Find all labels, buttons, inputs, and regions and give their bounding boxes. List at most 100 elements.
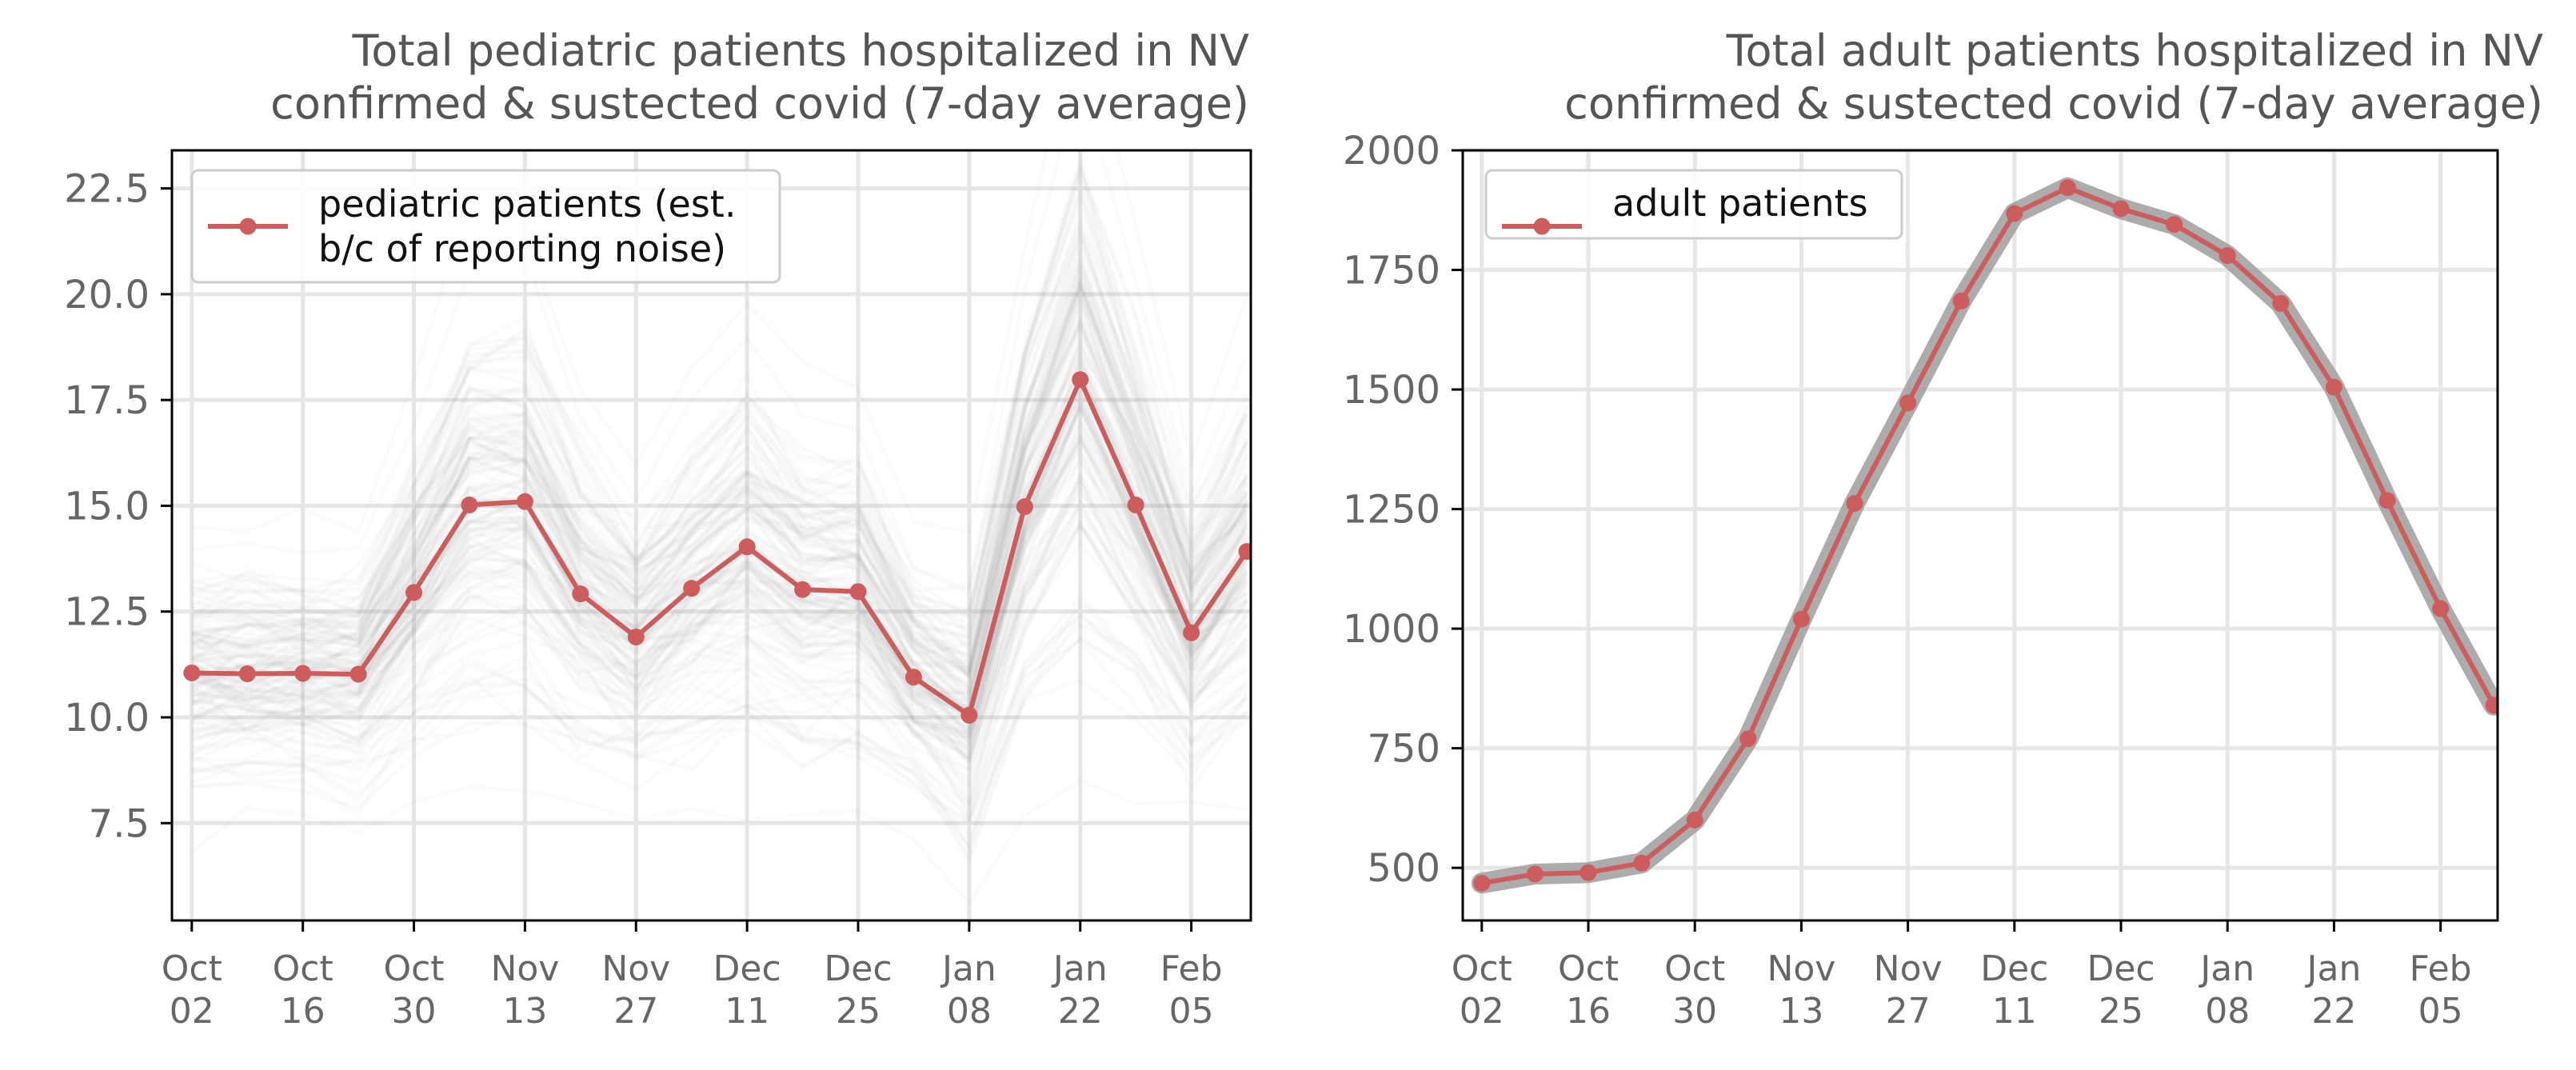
series-line — [1481, 185, 2496, 886]
x-tick-label-month: Jan — [2305, 948, 2362, 989]
y-tick-label: 1000 — [1343, 607, 1440, 652]
legend-box — [190, 169, 781, 284]
data-point — [2112, 200, 2130, 218]
x-tick-label-day: 25 — [2099, 991, 2143, 1032]
data-point — [1238, 543, 1251, 561]
y-tick-label: 12.5 — [64, 590, 150, 635]
x-tick-label-day: 30 — [392, 991, 437, 1032]
x-tick-label-month: Jan — [940, 948, 996, 989]
x-tick-label-month: Oct — [1558, 948, 1619, 989]
x-tick-label-day: 13 — [502, 991, 547, 1032]
plot-area — [183, 2, 1251, 903]
y-tick-label: 17.5 — [64, 378, 150, 423]
data-point — [1127, 496, 1144, 513]
x-tick-label-day: 08 — [2205, 991, 2250, 1032]
x-tick-label-day: 02 — [170, 991, 214, 1032]
x-tick-label-month: Jan — [1051, 948, 1108, 989]
x-tick-label-month: Dec — [1980, 948, 2048, 989]
x-tick-label-day: 22 — [2311, 991, 2356, 1032]
x-tick-label-month: Dec — [824, 948, 892, 989]
y-tick-label: 20.0 — [64, 273, 150, 317]
x-tick-label-day: 30 — [1672, 991, 1717, 1032]
x-tick-label-day: 02 — [1460, 991, 1504, 1032]
data-point — [905, 669, 922, 686]
x-tick-label-month: Oct — [1664, 948, 1725, 989]
data-point — [2166, 216, 2183, 234]
y-tick-label: 1500 — [1343, 368, 1440, 413]
chart-title-line: Total adult patients hospitalized in NV — [1726, 26, 2543, 76]
legend: adult patients — [1484, 169, 1903, 240]
x-tick-label-day: 25 — [836, 991, 881, 1032]
data-point — [627, 628, 645, 645]
legend-marker — [1533, 218, 1551, 235]
x-tick-label-month: Oct — [273, 948, 333, 989]
data-point — [1792, 610, 1810, 628]
x-tick-label-day: 05 — [1169, 991, 1214, 1032]
data-point — [2378, 492, 2396, 509]
y-tick-label: 1250 — [1343, 488, 1440, 533]
data-point — [1846, 494, 1863, 512]
x-tick-label-month: Dec — [2087, 948, 2155, 989]
uncertainty-samples — [1471, 177, 2498, 894]
x-tick-label-month: Dec — [713, 948, 781, 989]
y-tick-label: 10.0 — [64, 696, 150, 741]
data-point — [2059, 179, 2076, 197]
data-point — [2219, 247, 2236, 265]
x-tick-label-month: Oct — [162, 948, 222, 989]
data-point — [961, 706, 978, 724]
data-point — [2432, 600, 2450, 617]
pediatric-chart: Total pediatric patients hospitalized in… — [64, 2, 1252, 1032]
data-point — [2006, 205, 2023, 222]
chart-title-line: confirmed & sustected covid (7-day avera… — [270, 78, 1249, 129]
plot-area — [1471, 177, 2498, 894]
y-tick-label: 1750 — [1343, 249, 1440, 293]
chart-title-line: Total pediatric patients hospitalized in… — [351, 26, 1249, 76]
data-point — [1016, 498, 1033, 516]
data-point — [349, 665, 367, 683]
data-point — [738, 538, 756, 556]
x-tick-label-day: 08 — [947, 991, 992, 1032]
data-point — [2272, 294, 2290, 312]
uncertainty-samples — [192, 2, 1247, 903]
data-point — [2325, 378, 2342, 396]
x-tick-label-day: 16 — [1566, 991, 1611, 1032]
y-tick-label: 2000 — [1343, 129, 1440, 174]
data-point — [849, 583, 867, 601]
x-tick-label-month: Nov — [490, 948, 559, 989]
y-tick-label: 22.5 — [64, 167, 150, 212]
series-line — [191, 377, 1249, 718]
data-point — [516, 493, 533, 510]
y-tick-label: 750 — [1367, 727, 1440, 772]
data-point — [1952, 292, 1970, 309]
data-point — [794, 581, 812, 598]
x-tick-label-month: Oct — [1452, 948, 1512, 989]
data-point — [183, 664, 201, 681]
legend-label: pediatric patients (est. — [318, 182, 736, 226]
x-tick-label-day: 16 — [281, 991, 325, 1032]
x-tick-label-month: Nov — [1874, 948, 1943, 989]
axes-frame — [170, 149, 1252, 922]
x-tick-label-month: Nov — [1767, 948, 1835, 989]
x-tick-label-day: 27 — [1886, 991, 1931, 1032]
x-tick-label-day: 13 — [1779, 991, 1823, 1032]
x-tick-label-day: 27 — [613, 991, 658, 1032]
sample-trajectory — [192, 781, 1247, 904]
legend-label: adult patients — [1612, 182, 1868, 225]
x-tick-label-day: 05 — [2418, 991, 2463, 1032]
x-tick-label-month: Oct — [383, 948, 444, 989]
data-point — [1580, 864, 1597, 881]
chart-title-line: confirmed & sustected covid (7-day avera… — [1564, 78, 2543, 129]
y-tick-label: 500 — [1367, 846, 1440, 891]
data-point — [1526, 865, 1544, 883]
data-point — [1686, 811, 1703, 828]
data-point — [238, 665, 256, 683]
legend-marker — [239, 218, 257, 235]
data-point — [2485, 697, 2498, 714]
x-tick-label-month: Jan — [2198, 948, 2254, 989]
data-point — [1183, 624, 1200, 641]
data-point — [1072, 371, 1089, 389]
data-point — [405, 584, 423, 601]
data-point — [294, 665, 312, 682]
legend-label: b/c of reporting noise) — [318, 227, 726, 270]
